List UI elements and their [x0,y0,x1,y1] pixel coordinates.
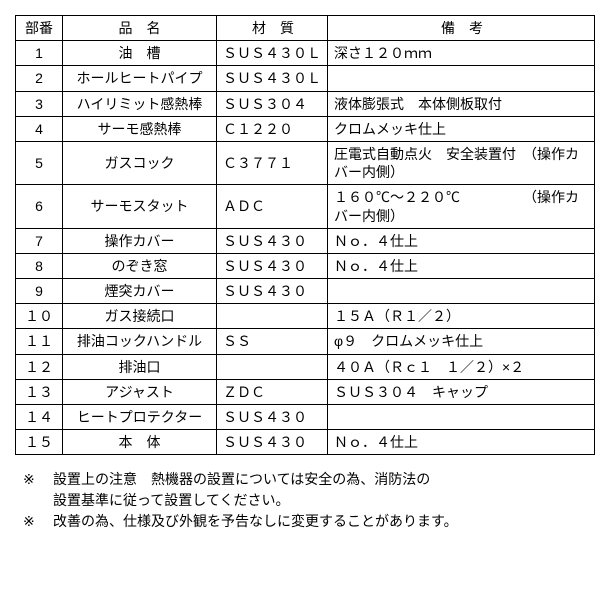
cell-material: ＳＵＳ４３０ [217,430,328,455]
cell-num: １２ [16,354,63,379]
header-num: 部番 [16,16,63,41]
cell-num: 9 [16,279,63,304]
cell-name: 排油口 [63,354,217,379]
cell-remarks: Ｎｏ．４仕上 [328,430,595,455]
cell-remarks: ４０Ａ（Ｒｃ１ １／２）×２ [328,354,595,379]
table-row: １５本 体ＳＵＳ４３０Ｎｏ．４仕上 [16,430,595,455]
table-row: 8のぞき窓ＳＵＳ４３０Ｎｏ．４仕上 [16,253,595,278]
note-text: 改善の為、仕様及び外観を予告なしに変更することがあります。 [53,511,595,532]
cell-material: ＳＵＳ４３０ [217,405,328,430]
cell-num: １０ [16,304,63,329]
cell-remarks: 液体膨張式 本体側板取付 [328,91,595,116]
cell-name: サーモスタット [63,185,217,228]
cell-material: ＳＵＳ３０４ [217,91,328,116]
cell-remarks: １６０℃～２２０℃ （操作カバー内側） [328,185,595,228]
cell-remarks: 深さ１２０ｍｍ [328,41,595,66]
note-marker: ※ [15,469,53,490]
table-row: １１排油コックハンドルＳＳφ９ クロムメッキ仕上 [16,329,595,354]
table-row: 5ガスコックＣ３７７１圧電式自動点火 安全装置付 （操作カバー内側） [16,141,595,184]
cell-name: 本 体 [63,430,217,455]
cell-name: 排油コックハンドル [63,329,217,354]
table-row: 7操作カバーＳＵＳ４３０Ｎｏ．４仕上 [16,228,595,253]
table-row: 3ハイリミット感熱棒ＳＵＳ３０４液体膨張式 本体側板取付 [16,91,595,116]
note-item-cont: 設置基準に従って設置してください。 [15,490,595,511]
cell-name: ハイリミット感熱棒 [63,91,217,116]
cell-material: ＳＵＳ４３０ [217,228,328,253]
cell-num: 6 [16,185,63,228]
note-marker: ※ [15,511,53,532]
cell-remarks: クロムメッキ仕上 [328,116,595,141]
cell-material [217,304,328,329]
cell-remarks: Ｎｏ．４仕上 [328,228,595,253]
cell-material: ＳＵＳ４３０Ｌ [217,41,328,66]
cell-name: ヒートプロテクター [63,405,217,430]
cell-name: ガスコック [63,141,217,184]
cell-num: 2 [16,66,63,91]
table-row: 2ホールヒートパイプＳＵＳ４３０Ｌ [16,66,595,91]
table-row: １４ヒートプロテクターＳＵＳ４３０ [16,405,595,430]
note-item: ※ 設置上の注意 熱機器の設置については安全の為、消防法の [15,469,595,490]
cell-material: ＳＵＳ４３０ [217,279,328,304]
cell-remarks [328,279,595,304]
cell-name: ガス接続口 [63,304,217,329]
cell-num: 7 [16,228,63,253]
cell-num: 1 [16,41,63,66]
note-item: ※ 改善の為、仕様及び外観を予告なしに変更することがあります。 [15,511,595,532]
table-header-row: 部番 品 名 材 質 備 考 [16,16,595,41]
cell-name: 油 槽 [63,41,217,66]
cell-num: 4 [16,116,63,141]
notes-section: ※ 設置上の注意 熱機器の設置については安全の為、消防法の 設置基準に従って設置… [15,469,595,532]
header-remarks: 備 考 [328,16,595,41]
cell-name: アジャスト [63,379,217,404]
cell-num: 3 [16,91,63,116]
table-row: 1油 槽ＳＵＳ４３０Ｌ深さ１２０ｍｍ [16,41,595,66]
table-row: １２排油口 ４０Ａ（Ｒｃ１ １／２）×２ [16,354,595,379]
cell-name: ホールヒートパイプ [63,66,217,91]
cell-remarks [328,405,595,430]
header-name: 品 名 [63,16,217,41]
parts-table: 部番 品 名 材 質 備 考 1油 槽ＳＵＳ４３０Ｌ深さ１２０ｍｍ2ホールヒート… [15,15,595,455]
cell-num: 8 [16,253,63,278]
cell-remarks: Ｎｏ．４仕上 [328,253,595,278]
cell-name: 操作カバー [63,228,217,253]
cell-remarks: ＳＵＳ３０４ キャップ [328,379,595,404]
table-row: １３アジャストＺＤＣＳＵＳ３０４ キャップ [16,379,595,404]
cell-remarks: φ９ クロムメッキ仕上 [328,329,595,354]
cell-name: サーモ感熱棒 [63,116,217,141]
cell-num: １３ [16,379,63,404]
cell-material: Ｃ１２２０ [217,116,328,141]
table-row: 9煙突カバーＳＵＳ４３０ [16,279,595,304]
table-row: 4サーモ感熱棒Ｃ１２２０クロムメッキ仕上 [16,116,595,141]
note-text: 設置基準に従って設置してください。 [53,490,595,511]
cell-material: ＳＵＳ４３０Ｌ [217,66,328,91]
cell-name: 煙突カバー [63,279,217,304]
table-row: 6サーモスタットＡＤＣ１６０℃～２２０℃ （操作カバー内側） [16,185,595,228]
cell-remarks [328,66,595,91]
note-marker-empty [15,490,53,511]
cell-num: １１ [16,329,63,354]
table-row: １０ガス接続口 １５Ａ（Ｒ１／２） [16,304,595,329]
cell-num: １４ [16,405,63,430]
note-text: 設置上の注意 熱機器の設置については安全の為、消防法の [53,469,595,490]
cell-material: ＡＤＣ [217,185,328,228]
header-material: 材 質 [217,16,328,41]
cell-material: ＺＤＣ [217,379,328,404]
cell-material: Ｃ３７７１ [217,141,328,184]
cell-material: ＳＳ [217,329,328,354]
cell-num: 5 [16,141,63,184]
cell-remarks: 圧電式自動点火 安全装置付 （操作カバー内側） [328,141,595,184]
cell-material [217,354,328,379]
cell-material: ＳＵＳ４３０ [217,253,328,278]
cell-remarks: １５Ａ（Ｒ１／２） [328,304,595,329]
cell-name: のぞき窓 [63,253,217,278]
cell-num: １５ [16,430,63,455]
